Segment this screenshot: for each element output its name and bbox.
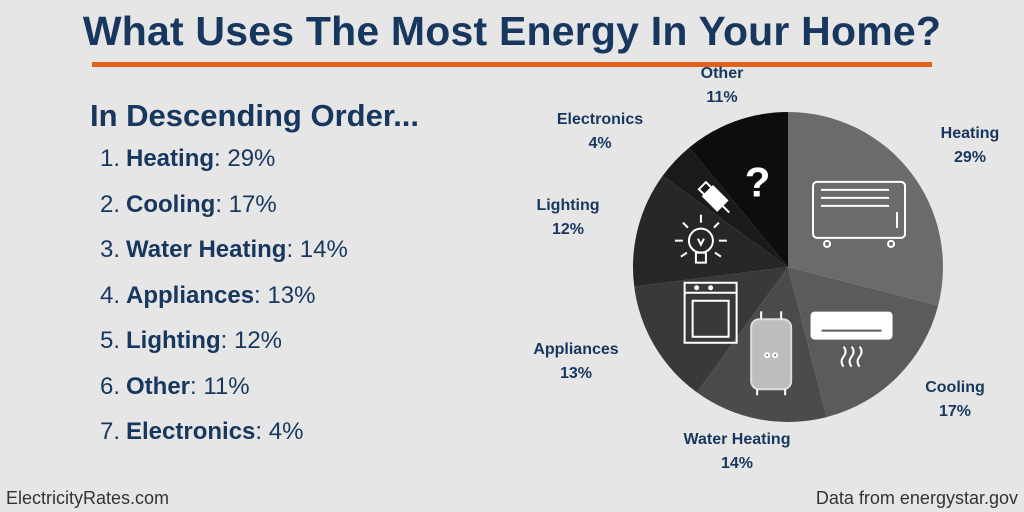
rank-category: Heating <box>126 145 215 172</box>
slice-label-other: Other 11% <box>701 65 744 106</box>
slice-label-heating: Heating 29% <box>941 125 1000 166</box>
rank-value: : 17% <box>215 190 277 218</box>
question-mark-icon: ? <box>745 158 771 205</box>
rank-category: Electronics <box>126 418 256 445</box>
rank-category: Cooling <box>126 190 216 218</box>
slice-label-appliances: Appliances 13% <box>533 341 618 382</box>
rank-number: 2. <box>100 190 121 218</box>
space-heater-icon <box>812 180 907 248</box>
rank-category: Other <box>126 372 191 400</box>
pie-icons: ? <box>674 158 907 396</box>
rank-value: : 14% <box>286 236 348 263</box>
energy-pie-chart: ? Heating 29% Cooling 17% Water Heating 14% Ap… <box>533 65 999 472</box>
air-conditioner-icon <box>810 311 893 368</box>
slice-label-electronics: Electronics 4% <box>557 111 643 152</box>
svg-text:?: ? <box>745 158 771 205</box>
pie-slice-heating <box>788 112 943 306</box>
rank-value: : 11% <box>190 372 250 400</box>
list-item: 4. Appliances: 13% <box>100 282 348 328</box>
rank-category: Water Heating <box>126 236 287 263</box>
list-heading: In Descending Order... <box>90 98 420 133</box>
slice-label-lighting: Lighting 12% <box>536 197 599 238</box>
rank-number: 6. <box>100 372 121 400</box>
rank-number: 3. <box>100 236 121 263</box>
rank-number: 7. <box>100 418 121 445</box>
dishwasher-icon <box>683 281 738 344</box>
data-source: Data from energystar.gov <box>815 488 1018 508</box>
slice-label-water-heating: Water Heating 14% <box>684 431 791 472</box>
slice-label-cooling: Cooling 17% <box>925 379 985 420</box>
rank-category: Lighting <box>126 327 221 354</box>
light-bulb-icon <box>674 214 727 264</box>
list-item: 7. Electronics: 4% <box>100 418 348 464</box>
rank-number: 5. <box>100 327 121 354</box>
rank-value: : 4% <box>255 418 304 445</box>
pie-slice-lighting <box>633 175 788 287</box>
rank-value: : 12% <box>220 327 283 354</box>
rank-value: : 13% <box>254 281 316 309</box>
pie-slice-appliances <box>634 267 788 393</box>
rank-value: : 29% <box>214 145 276 172</box>
list-item: 6. Other: 11% <box>100 373 348 419</box>
site-credit: ElectricityRates.com <box>6 488 170 508</box>
list-item: 1. Heating: 29% <box>100 145 348 191</box>
rank-number: 1. <box>100 145 121 172</box>
rank-number: 4. <box>100 281 121 309</box>
list-item: 2. Cooling: 17% <box>100 191 348 237</box>
list-item: 3. Water Heating: 14% <box>100 236 348 282</box>
usb-plug-icon <box>697 180 730 214</box>
ranking-list: 1. Heating: 29% 2. Cooling: 17% 3. Water He… <box>100 145 348 464</box>
pie-labels: Heating 29% Cooling 17% Water Heating 14% Appl… <box>533 65 999 472</box>
list-item: 5. Lighting: 12% <box>100 327 348 373</box>
pie-slice-cooling <box>788 267 939 418</box>
water-heater-icon <box>750 311 793 396</box>
title-underline <box>92 62 932 67</box>
rank-category: Appliances <box>126 281 255 309</box>
pie-slice-other <box>689 112 788 267</box>
page-title: What Uses The Most Energy In Your Home? <box>82 8 942 54</box>
